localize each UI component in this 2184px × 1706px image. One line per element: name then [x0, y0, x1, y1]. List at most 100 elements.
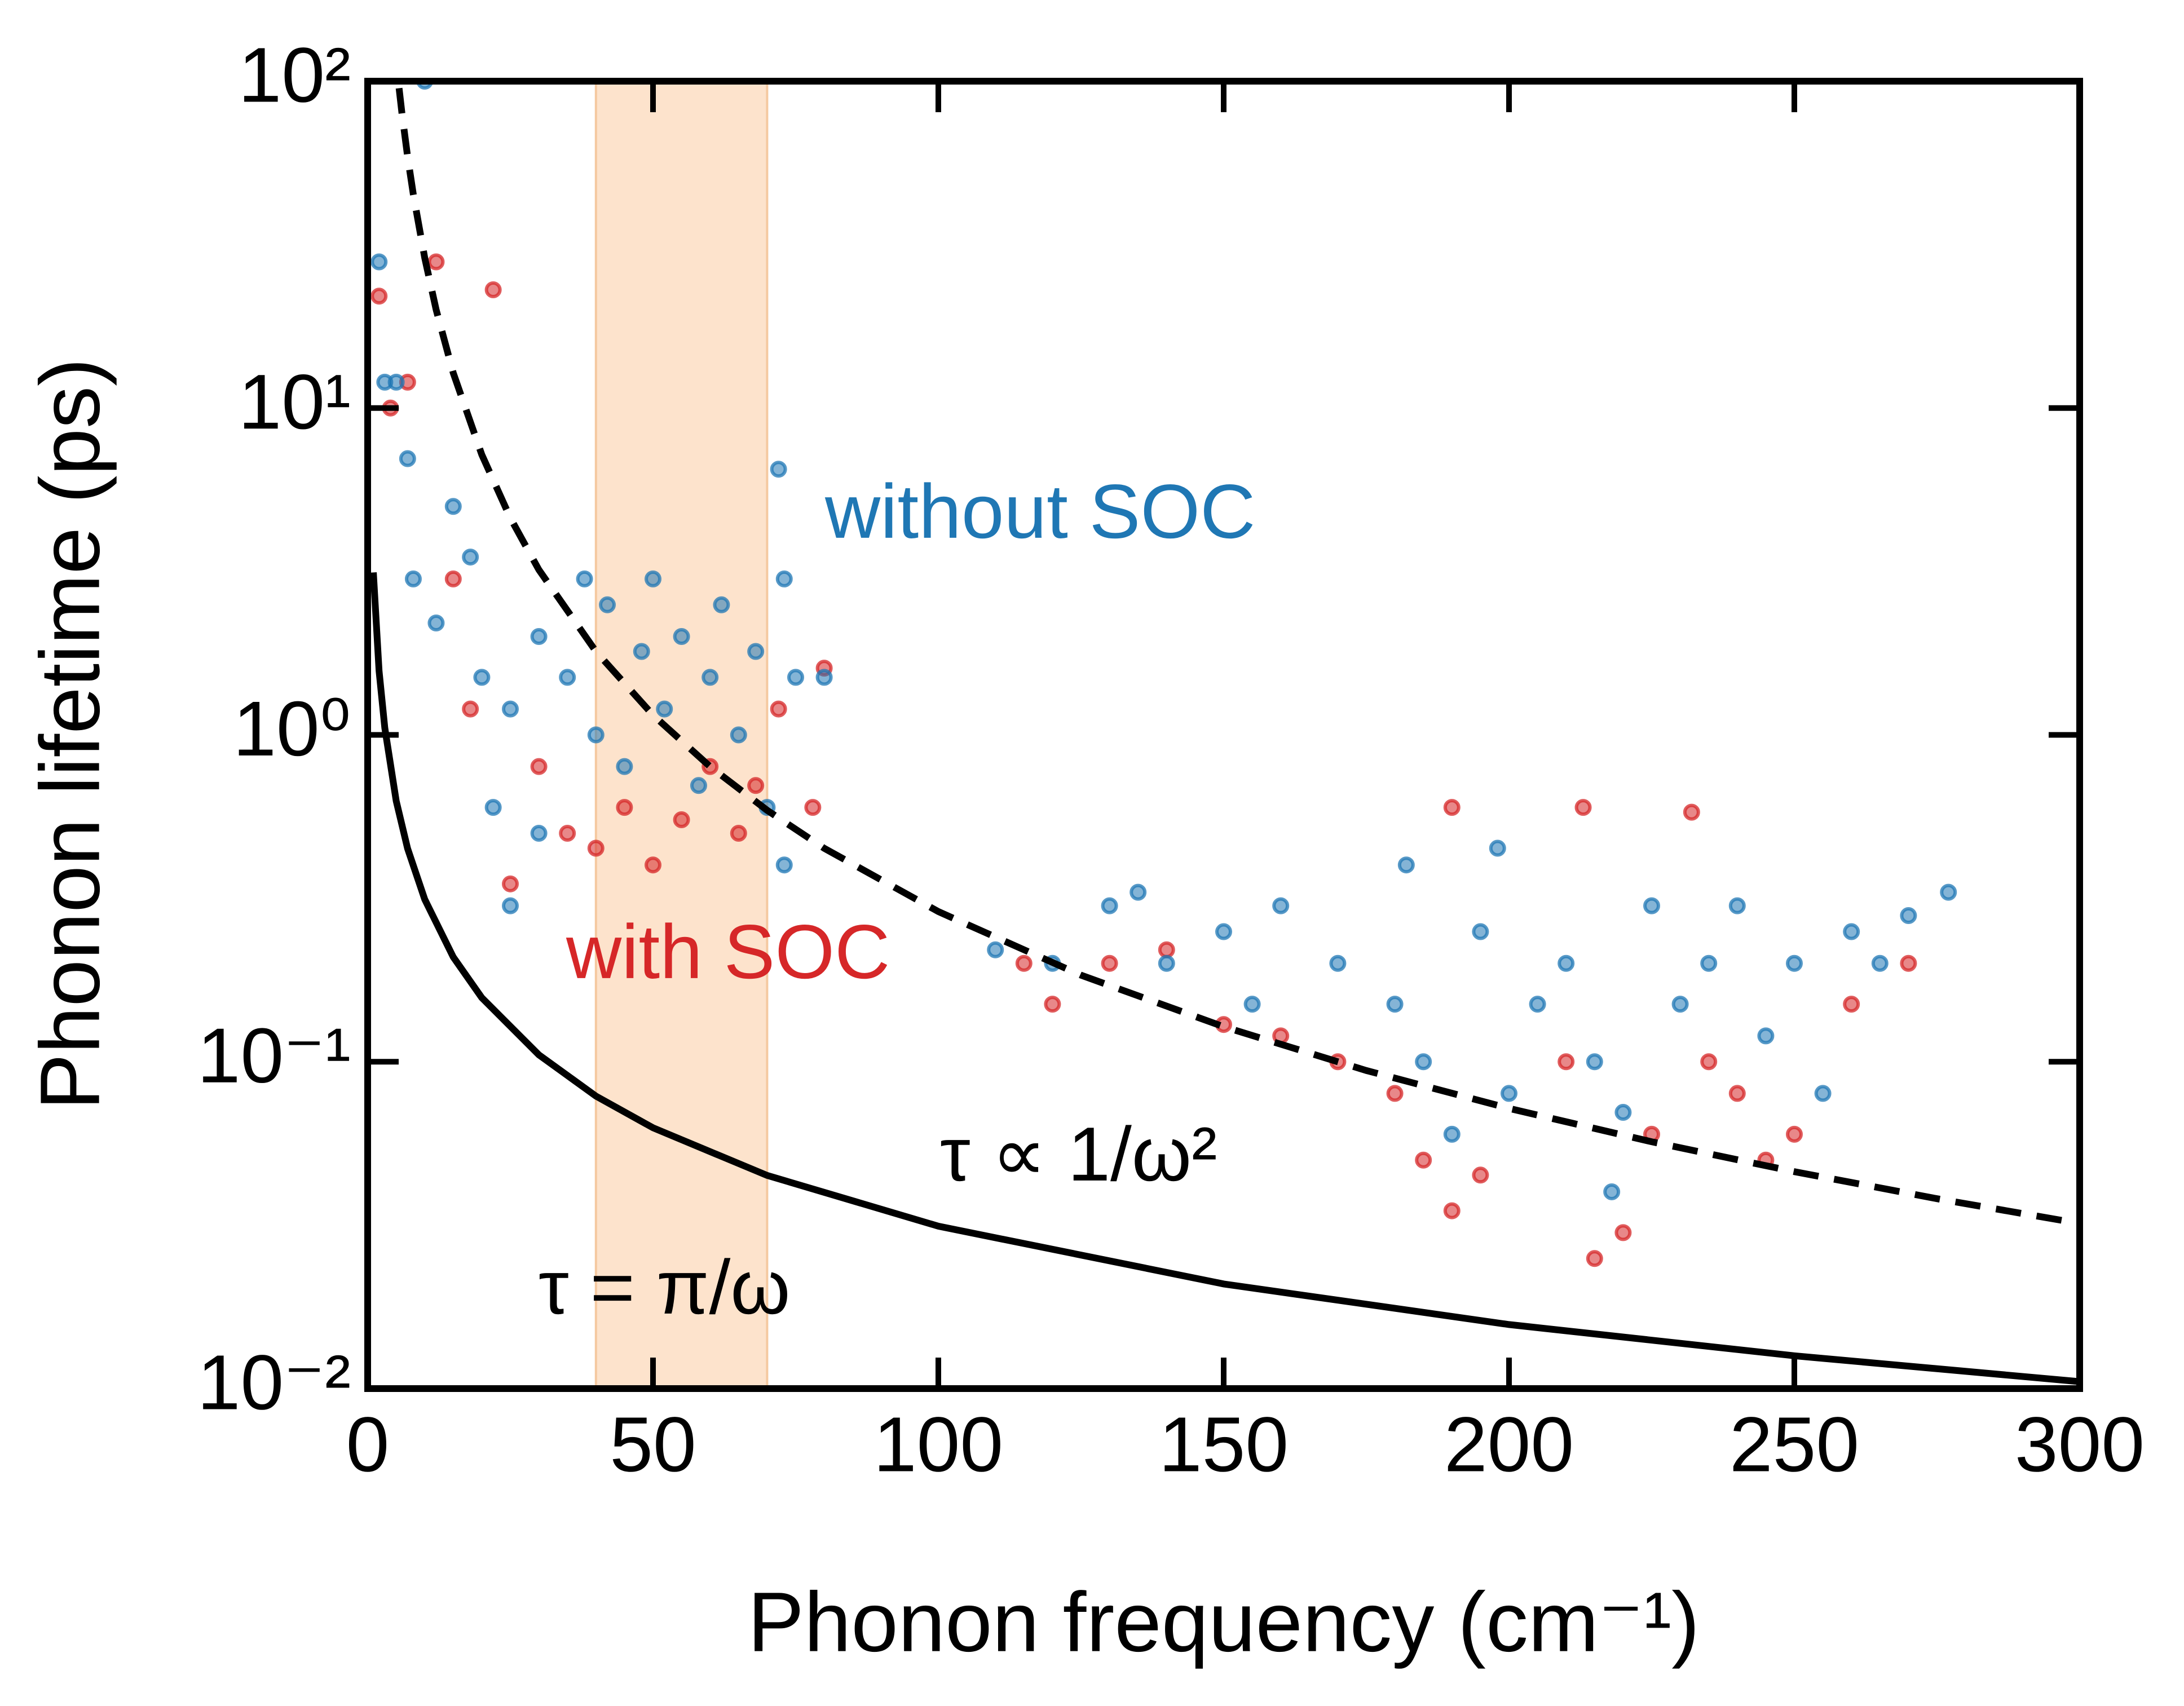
data-point — [1015, 954, 1033, 972]
y-tick-label: 10⁻¹ — [197, 1013, 351, 1099]
series-label: τ ∝ 1/ω² — [940, 1111, 1217, 1197]
data-point — [1101, 954, 1118, 972]
data-point — [616, 758, 633, 775]
data-point — [1700, 1053, 1718, 1071]
data-point — [484, 799, 502, 816]
data-point — [387, 373, 405, 391]
y-tick-label: 10⁻² — [197, 1339, 351, 1426]
data-point — [1786, 954, 1803, 972]
data-point — [1329, 954, 1347, 972]
data-point — [1101, 897, 1118, 914]
data-point — [530, 627, 548, 645]
data-point — [444, 570, 462, 587]
data-point — [701, 669, 719, 686]
data-point — [1574, 799, 1592, 816]
data-point — [1443, 1125, 1461, 1143]
data-point — [1900, 907, 1917, 925]
data-point — [1940, 883, 1957, 901]
data-point — [730, 825, 747, 842]
data-point — [462, 700, 479, 718]
x-tick-label: 150 — [1159, 1401, 1289, 1488]
data-point — [1472, 923, 1489, 940]
data-point — [1443, 799, 1461, 816]
data-point — [484, 281, 502, 299]
data-point — [1215, 923, 1232, 940]
data-point — [1586, 1053, 1603, 1071]
data-point — [645, 856, 661, 874]
data-point — [775, 856, 793, 874]
data-point — [1415, 1151, 1432, 1169]
data-point — [462, 549, 479, 566]
data-point — [1272, 897, 1290, 914]
data-point — [1129, 883, 1147, 901]
data-point — [1397, 856, 1415, 874]
series-label: with SOC — [566, 909, 890, 995]
data-point — [370, 288, 388, 305]
curve — [370, 572, 2080, 1385]
data-point — [1243, 996, 1261, 1013]
data-point — [1614, 1104, 1632, 1121]
data-point — [1415, 1053, 1432, 1071]
series-label: without SOC — [824, 469, 1255, 554]
data-point — [427, 253, 445, 271]
data-point — [1443, 1202, 1461, 1219]
data-point — [815, 669, 833, 686]
data-point — [987, 941, 1004, 958]
data-point — [1900, 954, 1917, 972]
data-point — [775, 570, 793, 587]
data-point — [587, 839, 605, 857]
y-tick-label: 10⁰ — [233, 686, 351, 772]
data-point — [804, 799, 822, 816]
data-point — [502, 700, 519, 718]
data-point — [633, 643, 650, 660]
data-point — [599, 596, 616, 613]
data-point — [673, 627, 690, 645]
data-point — [1700, 954, 1718, 972]
data-point — [1728, 897, 1746, 914]
data-point — [427, 614, 445, 631]
series-label: τ = π/ω — [539, 1244, 791, 1330]
data-point — [1871, 954, 1889, 972]
data-point — [576, 570, 593, 587]
plot-area — [370, 81, 2080, 1385]
data-point — [1843, 996, 1860, 1013]
data-point — [1603, 1183, 1621, 1200]
data-point — [1489, 839, 1506, 857]
data-point — [1529, 996, 1546, 1013]
data-point — [1586, 1250, 1603, 1267]
data-point — [1614, 1224, 1632, 1241]
x-tick-label: 0 — [346, 1401, 390, 1488]
data-point — [559, 825, 576, 842]
data-point — [690, 777, 707, 794]
data-point — [1472, 1166, 1489, 1184]
data-point — [787, 669, 804, 686]
x-tick-label: 300 — [2015, 1401, 2145, 1488]
data-point — [1158, 941, 1175, 958]
data-point — [616, 799, 633, 816]
data-point — [747, 643, 765, 660]
data-point — [1643, 897, 1660, 914]
x-tick-label: 100 — [873, 1401, 1003, 1488]
data-point — [770, 461, 787, 478]
data-point — [713, 596, 730, 613]
data-point — [1814, 1085, 1832, 1102]
data-point — [645, 570, 661, 587]
data-point — [1786, 1125, 1803, 1143]
data-point — [1158, 954, 1175, 972]
x-tick-label: 200 — [1444, 1401, 1574, 1488]
x-tick-label: 250 — [1729, 1401, 1859, 1488]
data-point — [502, 897, 519, 914]
data-point — [587, 726, 605, 744]
data-point — [530, 825, 548, 842]
data-point — [1683, 803, 1700, 821]
data-point — [530, 758, 548, 775]
data-point — [1843, 923, 1860, 940]
data-point — [559, 669, 576, 686]
data-point — [444, 498, 462, 515]
data-point — [1558, 1053, 1575, 1071]
data-point — [1386, 996, 1404, 1013]
data-point — [1044, 996, 1061, 1013]
data-point — [370, 253, 388, 271]
data-point — [1671, 996, 1689, 1013]
